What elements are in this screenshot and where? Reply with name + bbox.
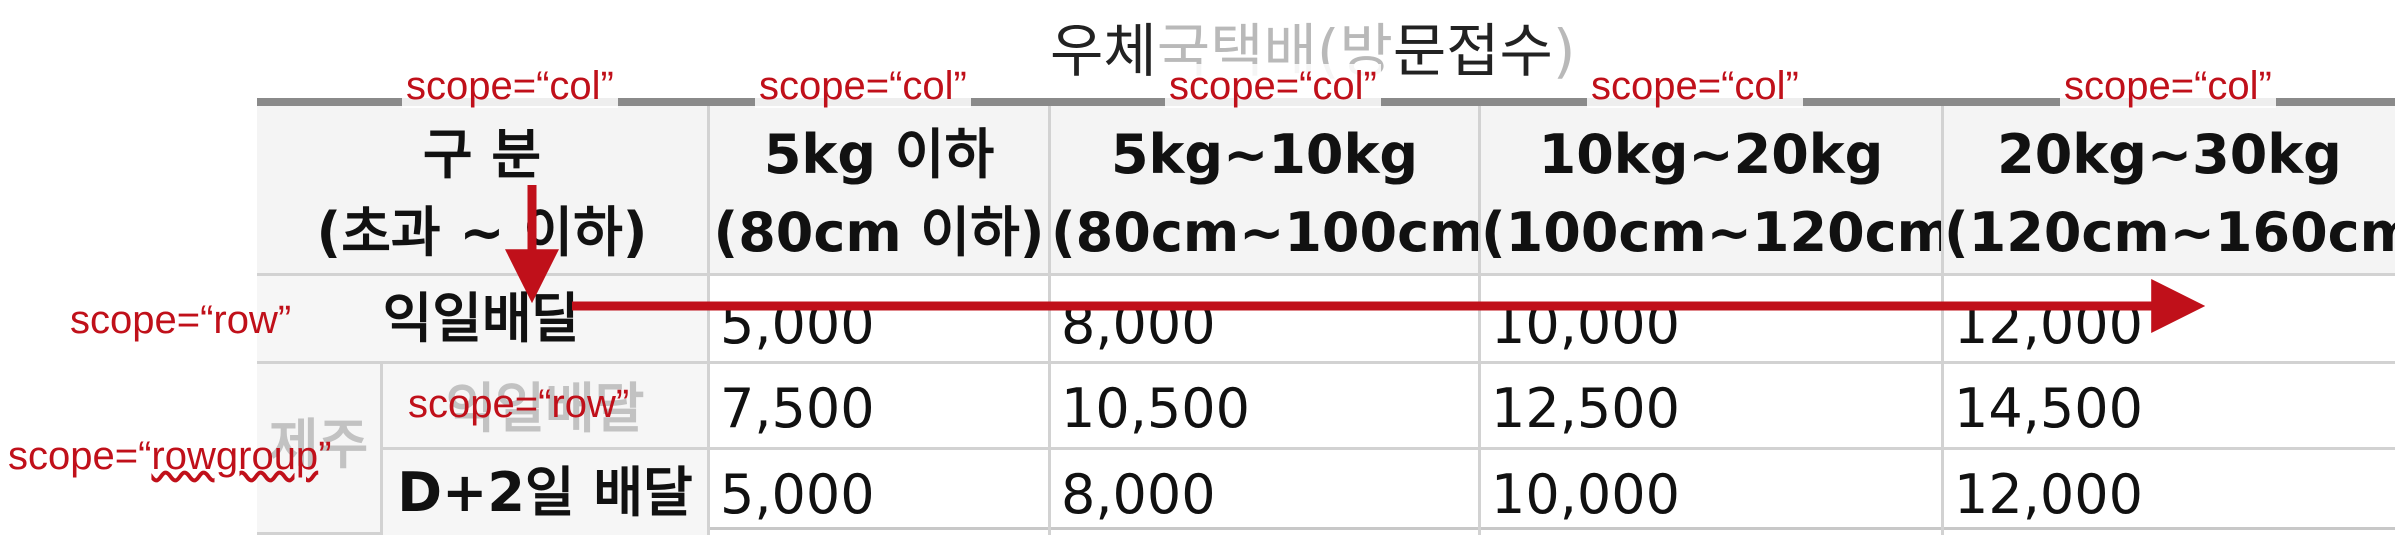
cell-value: 12,500 — [1491, 377, 1680, 440]
header-cell-30kg: 20kg~30kg (120cm~160cm) — [1944, 106, 2395, 276]
header-5kg-line1: 5kg 이하 — [763, 123, 995, 186]
caption-middle: 문접수 — [1392, 17, 1553, 85]
scope-col-label: scope=“col” — [1165, 64, 1381, 108]
scope-rowgroup-label: scope=“rowgroup” — [4, 434, 336, 478]
header-30kg-line1: 20kg~30kg — [1997, 123, 2342, 186]
header-category-line2: (초과 ~ 이하) — [316, 201, 648, 264]
header-cell-5kg: 5kg 이하 (80cm 이하) — [710, 106, 1051, 276]
header-10kg-line1: 5kg~10kg — [1110, 123, 1419, 186]
table-cell: 8,000 — [1051, 276, 1481, 364]
cell-value: 5,000 — [720, 463, 875, 526]
caption-prefix: 우체 — [1050, 17, 1157, 85]
scope-col-label: scope=“col” — [402, 64, 618, 108]
cell-value: 5,000 — [720, 293, 875, 356]
scope-rowgroup-suffix: ” — [318, 434, 332, 478]
fee-table: 구 분 (초과 ~ 이하) 5kg 이하 (80cm 이하) 5kg~10kg … — [257, 98, 2395, 535]
cell-value: 10,500 — [1061, 377, 1250, 440]
table-cell: 14,500 — [1944, 364, 2395, 450]
cell-value: 8,000 — [1061, 463, 1216, 526]
header-5kg-line2: (80cm 이하) — [713, 201, 1045, 264]
header-20kg-line2: (100cm~120cm) — [1481, 201, 1944, 264]
table-cell: 7,500 — [710, 364, 1051, 450]
cell-value: 10,000 — [1491, 463, 1680, 526]
scope-col-label: scope=“col” — [755, 64, 971, 108]
table-caption: 우체국택배(방문접수) — [1050, 22, 1576, 80]
cell-value: 10,000 — [1491, 293, 1680, 356]
scope-col-label: scope=“col” — [2060, 64, 2276, 108]
header-30kg-line2: (120cm~160cm) — [1944, 201, 2395, 264]
cell-value: 8,000 — [1061, 293, 1216, 356]
row-label-1: 익일배달 — [382, 287, 582, 350]
row-header-3: D+2일 배달 — [383, 450, 710, 535]
header-20kg-line1: 10kg~20kg — [1538, 123, 1884, 186]
table-cell: 12,000 — [1944, 450, 2395, 535]
cell-value: 12,000 — [1954, 293, 2143, 356]
row-header-1: 익일배달 — [257, 276, 710, 364]
table-cell: 8,000 — [1051, 450, 1481, 535]
cell-value: 14,500 — [1954, 377, 2143, 440]
rowgroup-cell-jeju: 제주 — [257, 364, 383, 535]
table-cell: 12,000 — [1944, 276, 2395, 364]
table-cell: 5,000 — [710, 276, 1051, 364]
table-cell: 10,000 — [1481, 450, 1944, 535]
header-category-line1: 구 분 — [422, 123, 542, 186]
table-cell: 10,500 — [1051, 364, 1481, 450]
caption-faded-suffix: ) — [1552, 17, 1576, 85]
header-cell-20kg: 10kg~20kg (100cm~120cm) — [1481, 106, 1944, 276]
header-cell-category: 구 분 (초과 ~ 이하) — [257, 106, 710, 276]
scope-rowgroup-prefix: scope=“ — [8, 434, 152, 478]
scope-rowgroup-word: rowgroup — [151, 434, 319, 478]
row-label-2: 익일배달 — [445, 377, 645, 440]
rowgroup-label: 제주 — [268, 413, 369, 476]
header-10kg-line2: (80cm~100cm) — [1051, 201, 1481, 264]
cell-value: 12,000 — [1954, 463, 2143, 526]
header-cell-10kg: 5kg~10kg (80cm~100cm) — [1051, 106, 1481, 276]
scope-col-label: scope=“col” — [1587, 64, 1803, 108]
table-cell: 10,000 — [1481, 276, 1944, 364]
table-cell: 5,000 — [710, 450, 1051, 535]
scope-row-label: scope=“row” — [408, 382, 630, 426]
table-cell: 12,500 — [1481, 364, 1944, 450]
cell-value: 7,500 — [720, 377, 875, 440]
row-label-3: D+2일 배달 — [397, 461, 693, 524]
row-header-2: 익일배달 — [383, 364, 710, 450]
scope-row-label: scope=“row” — [70, 298, 292, 342]
